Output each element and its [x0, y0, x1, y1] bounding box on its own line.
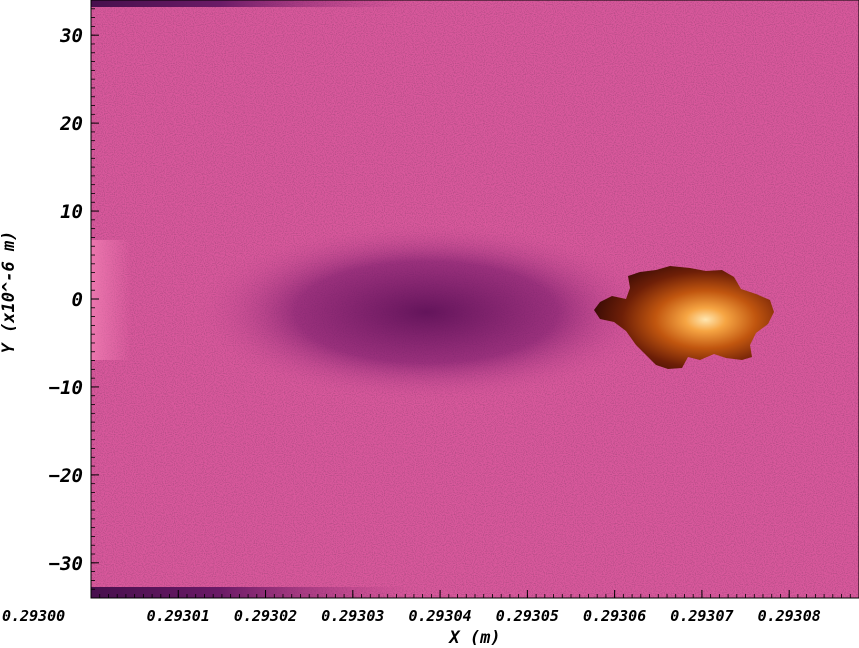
x-tick-label: 0.29301 [147, 607, 210, 625]
x-axis-minor-ticks [90, 594, 859, 598]
x-tick-label: 0.29303 [321, 607, 384, 625]
y-tick-label: −20 [49, 465, 83, 487]
y-tick-label: 0 [72, 289, 83, 311]
y-tick-label: 10 [60, 201, 83, 223]
depletion-wake [188, 219, 665, 405]
x-axis-title: X (m) [447, 628, 500, 648]
bottom-edge-band [91, 587, 411, 598]
plot-area [91, 0, 859, 598]
x-tick-label: 0.29307 [670, 607, 733, 625]
top-edge-band [91, 0, 411, 7]
y-tick-label: −10 [49, 377, 83, 399]
y-tick-label: 20 [59, 113, 83, 135]
y-axis: 30 20 10 0 −10 −20 −30 [49, 25, 99, 575]
x-tick-label: 0.29306 [583, 607, 646, 625]
dense-blob [594, 266, 774, 369]
bright-left-edge [91, 240, 131, 360]
y-axis-minor-ticks [91, 0, 95, 599]
y-tick-label: 30 [59, 25, 83, 47]
x-tick-label: 0.29305 [496, 607, 559, 625]
x-tick-label: 0.29308 [758, 607, 821, 625]
y-axis-title: Y (x10^-6 m) [0, 231, 19, 354]
x-tick-label: 0.29302 [234, 607, 297, 625]
x-axis: 0.29300 0.29301 0.29302 0.29303 0.29304 0.293… [2, 590, 821, 625]
x-tick-label: 0.29304 [408, 607, 471, 625]
y-tick-label: −30 [49, 553, 83, 575]
x-tick-label: 0.29300 [2, 607, 65, 625]
